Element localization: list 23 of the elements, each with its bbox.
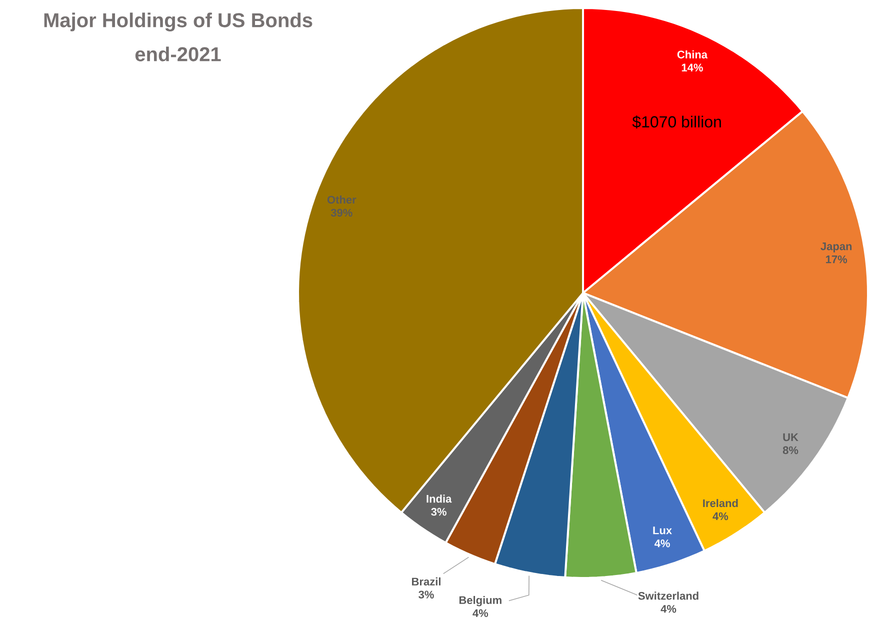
data-label: 17% bbox=[826, 255, 848, 264]
slice-label: Lux bbox=[653, 526, 672, 534]
text: end-2021 bbox=[135, 46, 221, 62]
slice-label: Ireland bbox=[703, 499, 738, 508]
text: $1070 billion bbox=[632, 116, 721, 128]
slice-label: UK bbox=[783, 433, 798, 442]
slice-label: India bbox=[426, 494, 452, 503]
data-label: 8% bbox=[782, 446, 798, 454]
slice-label: Other bbox=[327, 196, 356, 204]
data-label: 4% bbox=[712, 512, 728, 520]
slice-label: Brazil bbox=[412, 577, 440, 586]
data-label: 4% bbox=[472, 609, 488, 618]
slice-label: Japan bbox=[820, 242, 852, 252]
data-label: 39% bbox=[330, 208, 352, 217]
slice-label: China bbox=[677, 50, 708, 58]
data-label: 14% bbox=[682, 64, 703, 72]
data-label: 4% bbox=[660, 604, 676, 613]
data-label: 3% bbox=[431, 508, 446, 516]
slice-label: Switzerland bbox=[638, 592, 698, 600]
data-label: 3% bbox=[418, 590, 434, 599]
slice-label: Belgium bbox=[459, 596, 502, 606]
data-label: 4% bbox=[654, 540, 670, 548]
chart-title: Major Holdings of US Bonds bbox=[44, 12, 312, 32]
